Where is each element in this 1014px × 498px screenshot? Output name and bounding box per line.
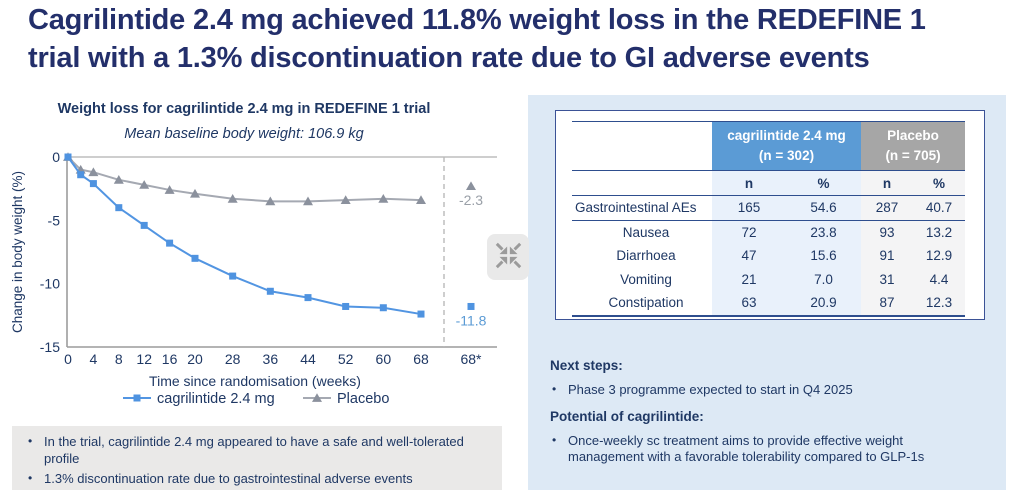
ae-table: cagrilintide 2.4 mg (n = 302) Placebo (n… [572, 121, 966, 317]
table-row: Vomiting 21 7.0 31 4.4 [572, 267, 966, 291]
legend-label-cagrilintide: cagrilintide 2.4 mg [157, 391, 275, 407]
cagrilintide-header-line1: cagrilintide 2.4 mg [727, 127, 846, 143]
ae-table-card: cagrilintide 2.4 mg (n = 302) Placebo (n… [555, 110, 985, 320]
table-row: Diarrhoea 47 15.6 91 12.9 [572, 244, 966, 268]
legend-label-placebo: Placebo [337, 391, 389, 407]
right-panel: cagrilintide 2.4 mg (n = 302) Placebo (n… [528, 95, 1006, 490]
svg-text:12: 12 [136, 351, 152, 367]
svg-text:36: 36 [263, 351, 279, 367]
final-value-label: -11.8 [456, 312, 487, 328]
empty-corner-cell [572, 121, 712, 171]
placebo-header-line1: Placebo [887, 127, 939, 143]
cagrilintide-header-line2: (n = 302) [758, 148, 815, 163]
svg-text:44: 44 [300, 351, 316, 367]
chart-section: Weight loss for cagrilintide 2.4 mg in R… [5, 95, 510, 428]
placebo-header-line2: (n = 705) [885, 148, 941, 163]
collapse-arrows-icon [495, 242, 522, 272]
svg-text:-5: -5 [48, 212, 61, 228]
col-header-placebo: Placebo (n = 705) [861, 121, 966, 171]
list-item: • 1.3% discontinuation rate due to gastr… [28, 471, 413, 487]
notes-section: Next steps: • Phase 3 programme expected… [550, 352, 986, 476]
svg-text:0: 0 [64, 351, 72, 367]
svg-text:-10: -10 [40, 276, 60, 292]
svg-text:-15: -15 [40, 339, 60, 355]
collapse-button[interactable] [487, 234, 529, 280]
svg-text:0: 0 [52, 149, 60, 165]
svg-text:4: 4 [90, 351, 98, 367]
table-row: Gastrointestinal AEs 165 54.6 287 40.7 [572, 195, 966, 221]
svg-text:20: 20 [187, 351, 203, 367]
svg-text:52: 52 [338, 351, 354, 367]
potential-heading: Potential of cagrilintide: [550, 408, 704, 424]
bullet-icon: • [552, 382, 557, 396]
page-title: Cagrilintide 2.4 mg achieved 11.8% weigh… [28, 4, 926, 74]
list-item: • Once-weekly sc treatment aims to provi… [552, 432, 925, 465]
subheader-pct-placebo: % [913, 170, 966, 196]
weight-loss-chart: 0-5-10-150 4 8 12 16 20 28 36 44 52 60 68 68*Time si… [10, 149, 497, 407]
table-subheader-row: n % n % [572, 170, 966, 196]
y-axis-label: Change in body weight (%) [10, 171, 25, 333]
chart-title: Weight loss for cagrilintide 2.4 mg in R… [57, 101, 431, 117]
list-item: • In the trial, cagrilintide 2.4 mg appe… [28, 434, 464, 466]
svg-text:68*: 68* [460, 351, 482, 367]
svg-text:60: 60 [376, 351, 392, 367]
svg-text:28: 28 [225, 351, 241, 367]
subheader-pct-cagrilintide: % [786, 170, 862, 196]
table-row: Constipation 63 20.9 87 12.3 [572, 291, 966, 316]
subheader-n-placebo: n [861, 170, 914, 196]
subheader-n-cagrilintide: n [712, 170, 786, 196]
col-header-cagrilintide: cagrilintide 2.4 mg (n = 302) [712, 121, 862, 171]
svg-text:68: 68 [413, 351, 429, 367]
final-value-label: -2.3 [459, 192, 483, 208]
next-steps-heading: Next steps: [550, 358, 623, 373]
svg-text:8: 8 [115, 351, 123, 367]
table-row: Nausea 72 23.8 93 13.2 [572, 220, 966, 244]
svg-text:16: 16 [162, 351, 178, 367]
x-axis-label: Time since randomisation (weeks) [149, 373, 361, 389]
chart-subtitle: Mean baseline body weight: 106.9 kg [124, 126, 364, 142]
list-item: • Phase 3 programme expected to start in… [552, 382, 853, 397]
bullet-icon: • [28, 434, 33, 448]
bullet-icon: • [552, 432, 557, 447]
safety-summary-box: • In the trial, cagrilintide 2.4 mg appe… [12, 426, 502, 490]
table-group-header-row: cagrilintide 2.4 mg (n = 302) Placebo (n… [572, 121, 966, 171]
bullet-icon: • [28, 471, 33, 486]
